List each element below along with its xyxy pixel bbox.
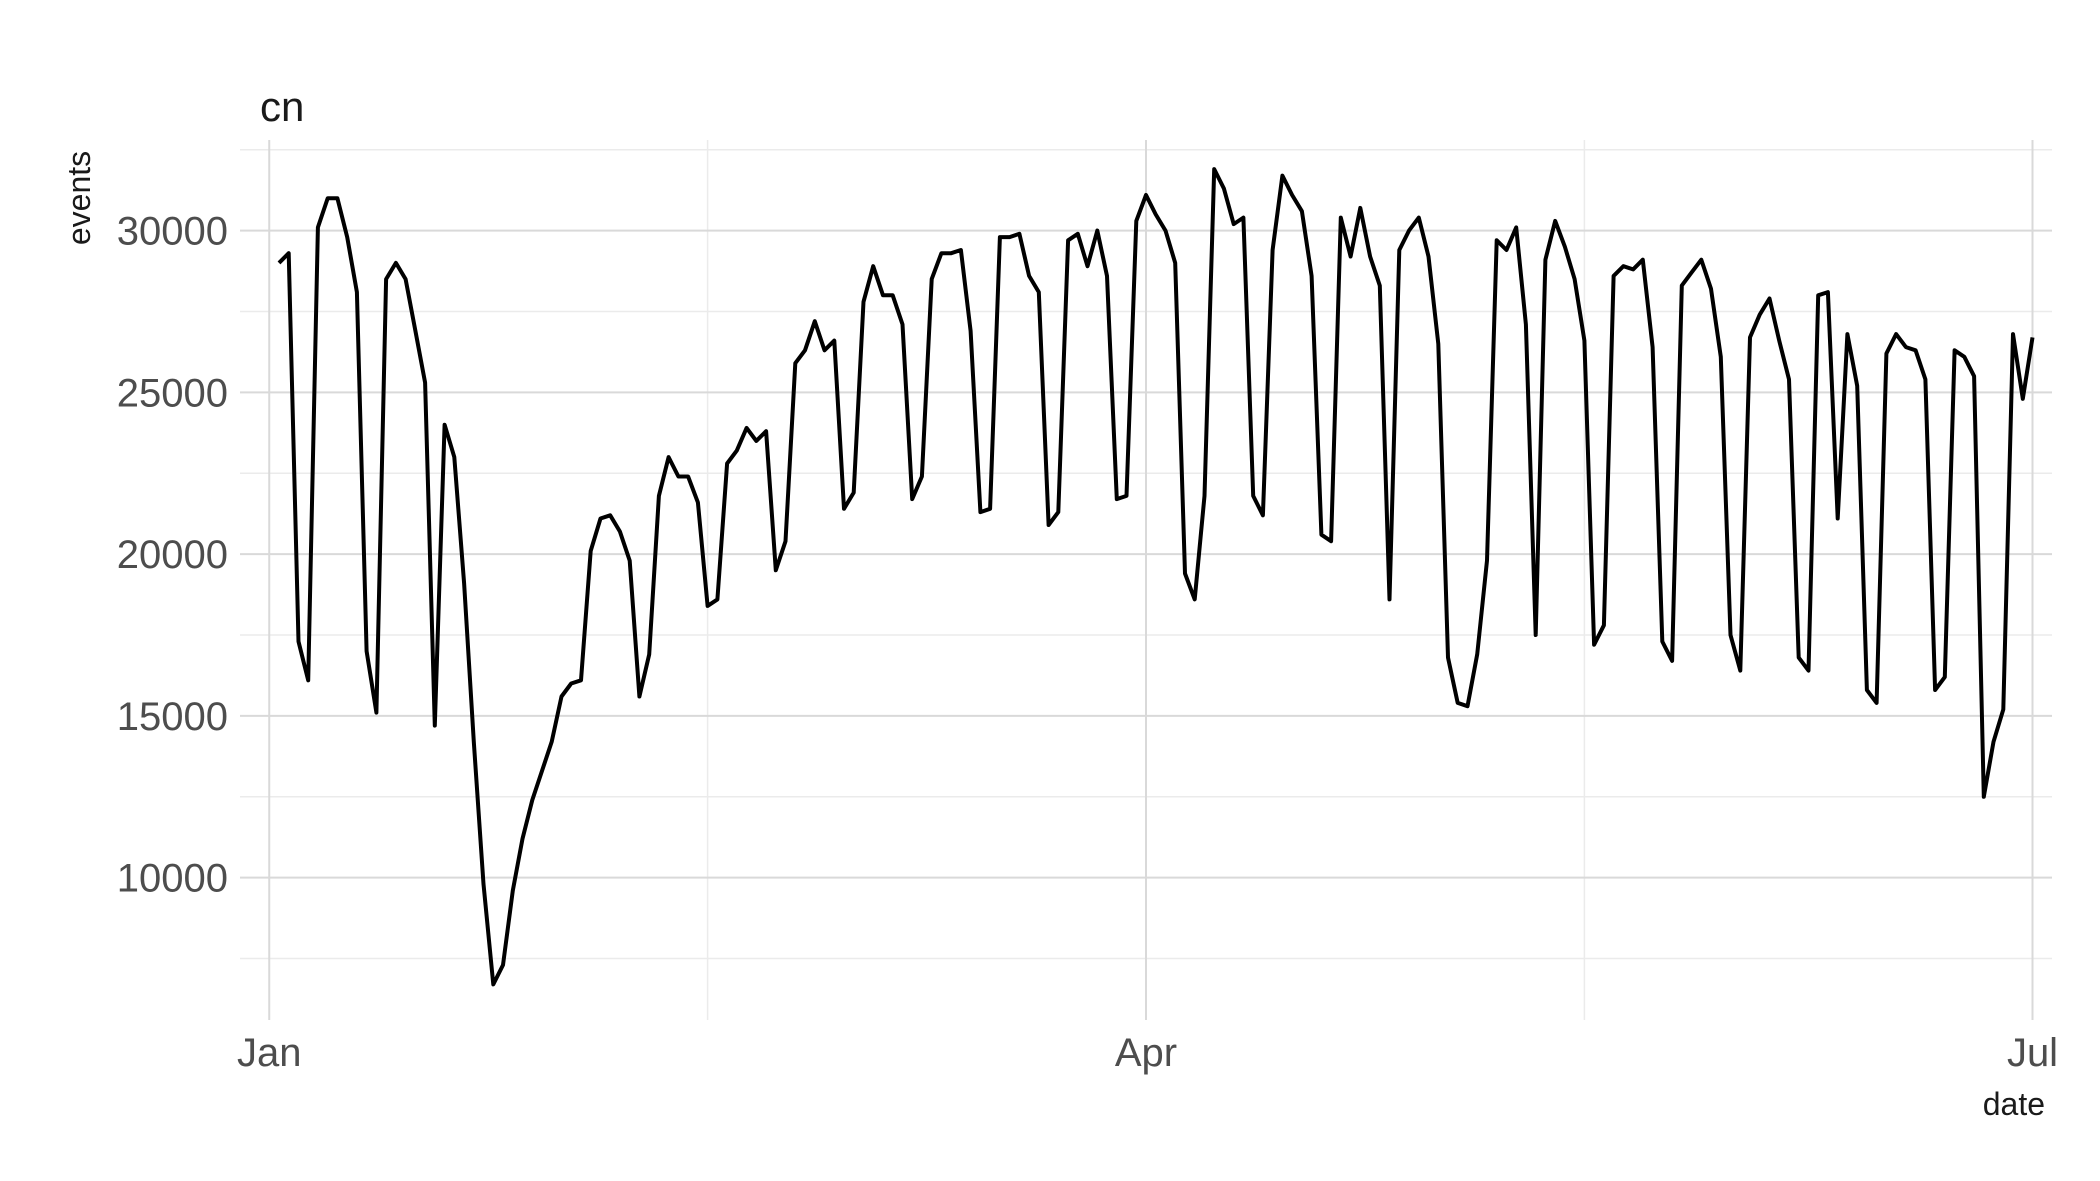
- y-tick-label: 10000: [117, 857, 228, 901]
- series-line: [277, 167, 2035, 987]
- y-axis-title: events: [61, 151, 97, 245]
- y-tick-label: 20000: [117, 533, 228, 577]
- y-axis-tick-labels: 10000 15000 20000 25000 30000: [117, 210, 228, 901]
- y-tick-label: 30000: [117, 210, 228, 254]
- x-tick-label: Jan: [237, 1031, 302, 1075]
- chart-title: cn: [260, 83, 304, 130]
- series-group: [277, 167, 2035, 987]
- x-tick-label: Jul: [2007, 1031, 2058, 1075]
- x-tick-label: Apr: [1115, 1031, 1177, 1075]
- x-axis-tick-labels: Jan Apr Jul: [237, 1031, 2058, 1075]
- y-tick-label: 15000: [117, 695, 228, 739]
- x-axis-title: date: [1983, 1086, 2045, 1122]
- grid: [240, 140, 2052, 1020]
- y-tick-label: 25000: [117, 371, 228, 415]
